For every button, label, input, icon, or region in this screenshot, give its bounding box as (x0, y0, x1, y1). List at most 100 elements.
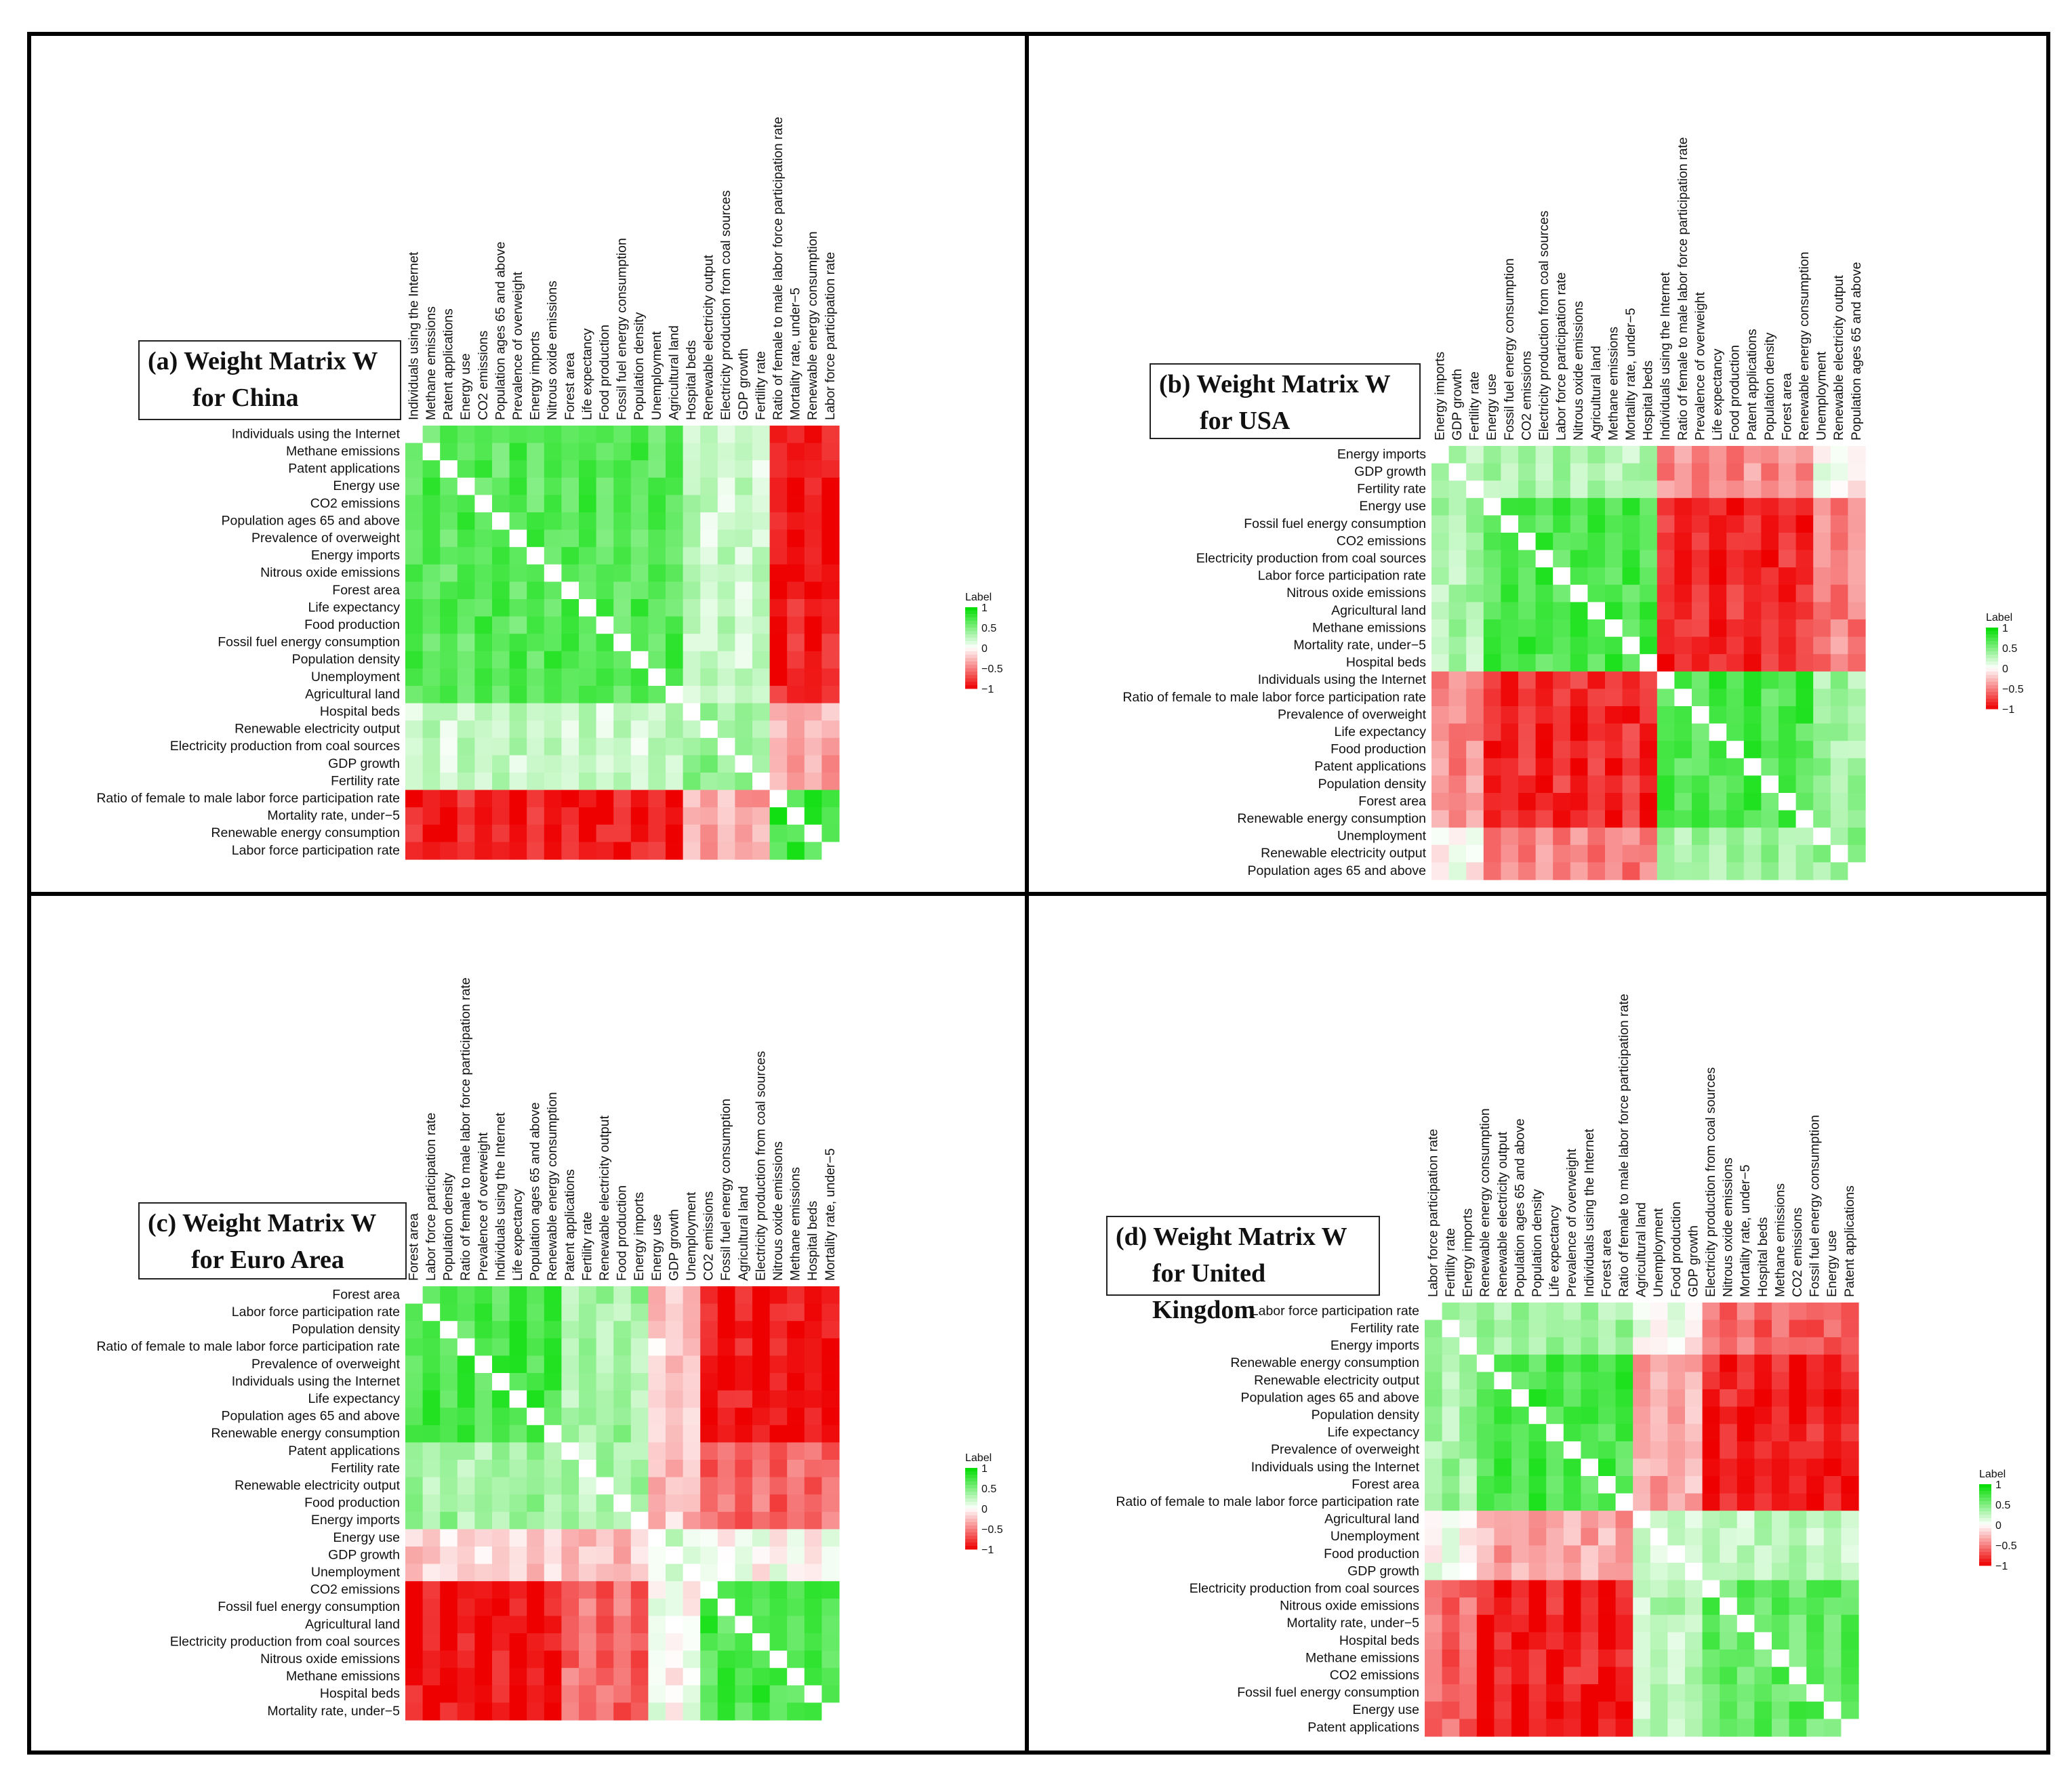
column-label: Mortality rate, under−5 (1738, 1164, 1753, 1297)
heatmap-cell (1685, 1511, 1703, 1529)
heatmap-cell (821, 755, 840, 773)
legend-swatch (1979, 1494, 1991, 1498)
heatmap-cell (1546, 1372, 1564, 1390)
heatmap-cell (474, 668, 493, 687)
heatmap-cell (1425, 1701, 1443, 1719)
heatmap-cell (769, 512, 788, 531)
heatmap-cell (769, 547, 788, 565)
heatmap-cell (735, 564, 753, 582)
heatmap-cell (1823, 1319, 1842, 1338)
heatmap-cell (1511, 1354, 1530, 1372)
heatmap-cell (613, 460, 632, 478)
column-label: Unemployment (1651, 1208, 1666, 1297)
heatmap-cell (1720, 1545, 1738, 1563)
legend-swatch (1979, 1504, 1991, 1509)
heatmap-cell (561, 737, 580, 756)
heatmap-cell (544, 547, 562, 565)
heatmap-cell (1511, 1458, 1530, 1477)
heatmap-cell (405, 616, 424, 634)
heatmap-cell (1442, 1632, 1460, 1650)
heatmap-cell (700, 547, 718, 565)
heatmap-cell (1615, 1493, 1633, 1511)
heatmap-cell (1806, 1319, 1825, 1338)
heatmap-cell (648, 773, 666, 791)
heatmap-cell (1823, 1614, 1842, 1633)
heatmap-cell (1823, 1476, 1842, 1494)
column-label: Hospital beds (1755, 1217, 1770, 1297)
heatmap-cell (1754, 1372, 1772, 1390)
row-label: Agricultural land (1324, 1512, 1419, 1527)
heatmap-cell (1667, 1389, 1686, 1408)
heatmap-cell (457, 651, 475, 669)
heatmap-cell (1563, 1614, 1581, 1633)
heatmap-cell (527, 737, 545, 756)
heatmap-cell (527, 773, 545, 791)
heatmap-cell (509, 720, 527, 739)
heatmap-cell (422, 512, 441, 531)
heatmap-cell (596, 599, 614, 617)
heatmap-cell (717, 755, 735, 773)
heatmap-cell (1442, 1303, 1460, 1321)
heatmap-cell (561, 720, 580, 739)
heatmap-cell (1736, 1580, 1755, 1598)
heatmap-cell (474, 477, 493, 495)
heatmap-cell (1476, 1337, 1495, 1355)
heatmap-cell (630, 495, 649, 513)
heatmap-cell (579, 773, 597, 791)
heatmap-cell (666, 616, 684, 634)
heatmap-cell (1720, 1632, 1738, 1650)
heatmap-cell (509, 634, 527, 652)
heatmap-cell (683, 564, 701, 582)
heatmap-cell (666, 773, 684, 791)
heatmap-cell (804, 737, 822, 756)
heatmap-cell (1494, 1493, 1512, 1511)
heatmap-cell (1476, 1389, 1495, 1408)
row-label: CO2 emissions (1330, 1668, 1419, 1683)
heatmap-cell (1736, 1701, 1755, 1719)
heatmap-cell (1650, 1528, 1668, 1546)
heatmap-cell (804, 581, 822, 600)
column-label: Renewable energy consumption (1478, 1108, 1492, 1297)
heatmap-cell (821, 529, 840, 548)
heatmap-cell (804, 720, 822, 739)
heatmap-cell (1598, 1701, 1617, 1719)
heatmap-cell (821, 599, 840, 617)
heatmap-cell (1511, 1614, 1530, 1633)
heatmap-cell (405, 426, 424, 444)
heatmap-cell (579, 651, 597, 669)
heatmap-cell (1425, 1441, 1443, 1459)
heatmap-cell (405, 529, 424, 548)
legend-swatch (1979, 1555, 1991, 1559)
heatmap-cell (1442, 1719, 1460, 1737)
heatmap-cell (1789, 1493, 1807, 1511)
heatmap-cell (579, 564, 597, 582)
heatmap-cell (1528, 1303, 1547, 1321)
heatmap-cell (1772, 1493, 1790, 1511)
heatmap-cell (1633, 1441, 1651, 1459)
heatmap-cell (1581, 1614, 1599, 1633)
heatmap-cell (596, 773, 614, 791)
heatmap-cell (630, 616, 649, 634)
heatmap-cell (735, 651, 753, 669)
heatmap-cell (648, 599, 666, 617)
heatmap-cell (1633, 1719, 1651, 1737)
heatmap-cell (700, 686, 718, 704)
heatmap-cell (1615, 1476, 1633, 1494)
heatmap-cell (1528, 1632, 1547, 1650)
heatmap-cell (544, 443, 562, 461)
heatmap-cell (735, 512, 753, 531)
heatmap-cell (1598, 1511, 1617, 1529)
heatmap-cell (1702, 1389, 1720, 1408)
heatmap-cell (1476, 1372, 1495, 1390)
heatmap-cell (527, 686, 545, 704)
heatmap-cell (1476, 1614, 1495, 1633)
heatmap-cell (613, 564, 632, 582)
heatmap-cell (422, 651, 441, 669)
heatmap-cell (1598, 1563, 1617, 1581)
heatmap-cell (1581, 1406, 1599, 1425)
heatmap-cell (405, 564, 424, 582)
heatmap-cell (1442, 1701, 1460, 1719)
heatmap-cell (717, 686, 735, 704)
heatmap-cell (1667, 1528, 1686, 1546)
heatmap-cell (492, 547, 510, 565)
